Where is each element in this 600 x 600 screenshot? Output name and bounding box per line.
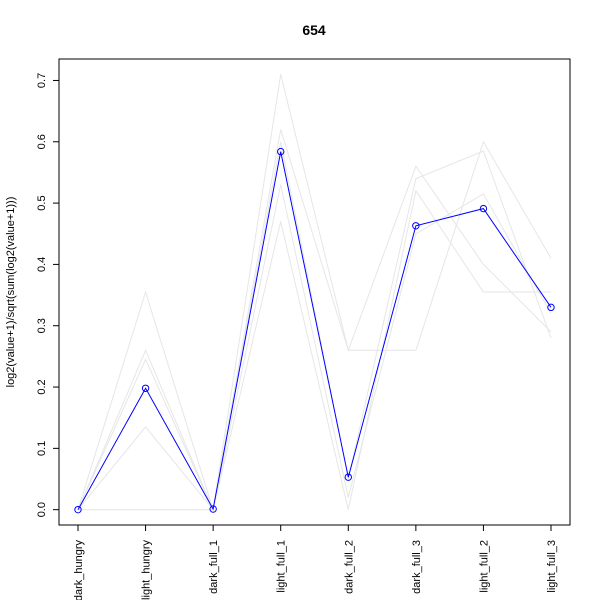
y-tick-label: 0.6 [36, 134, 48, 149]
background-series-line [77, 189, 551, 511]
highlight-point [277, 147, 285, 156]
highlight-series-line [77, 151, 552, 511]
x-tick-label: light_full_2 [478, 540, 490, 593]
highlight-point [344, 473, 352, 481]
x-tick-label: light_hungry [141, 540, 153, 600]
y-axis-label: log2(value+1)/sqrt(sum(log2(value+1))) [5, 197, 17, 388]
background-series-line [77, 141, 552, 512]
highlight-point [547, 303, 555, 312]
y-tick-label: 0.2 [36, 379, 48, 394]
y-tick-label: 0.1 [36, 441, 48, 456]
highlight-point [479, 204, 488, 213]
chart-title: 654 [302, 22, 326, 38]
highlight-point [412, 222, 420, 230]
highlight-series-group [74, 147, 555, 514]
x-tick-label: dark_full_2 [343, 540, 355, 594]
y-axis: 0.0 0.1 0.2 0.3 0.4 0.5 0.6 0.7 [36, 73, 60, 517]
background-series-line [77, 74, 552, 510]
background-series-line [77, 129, 552, 512]
x-tick-label: dark_full_3 [411, 540, 423, 594]
highlight-point [141, 384, 150, 392]
x-tick-label: light_full_3 [546, 540, 558, 593]
x-tick-label: dark_full_1 [208, 540, 220, 594]
highlight-point [209, 505, 217, 513]
x-tick-label: dark_hungry [73, 540, 85, 600]
background-series-line [78, 184, 552, 511]
y-tick-label: 0.3 [36, 318, 48, 333]
y-tick-label: 0.4 [36, 257, 48, 272]
y-tick-label: 0.7 [36, 73, 48, 88]
y-tick-label: 0.0 [36, 502, 48, 517]
x-tick-label: light_full_1 [276, 540, 288, 593]
x-axis: dark_hungry light_hungry dark_full_1 light_… [73, 524, 558, 600]
background-series-group [77, 74, 552, 512]
y-tick-label: 0.5 [36, 195, 48, 210]
highlight-point [74, 505, 82, 514]
